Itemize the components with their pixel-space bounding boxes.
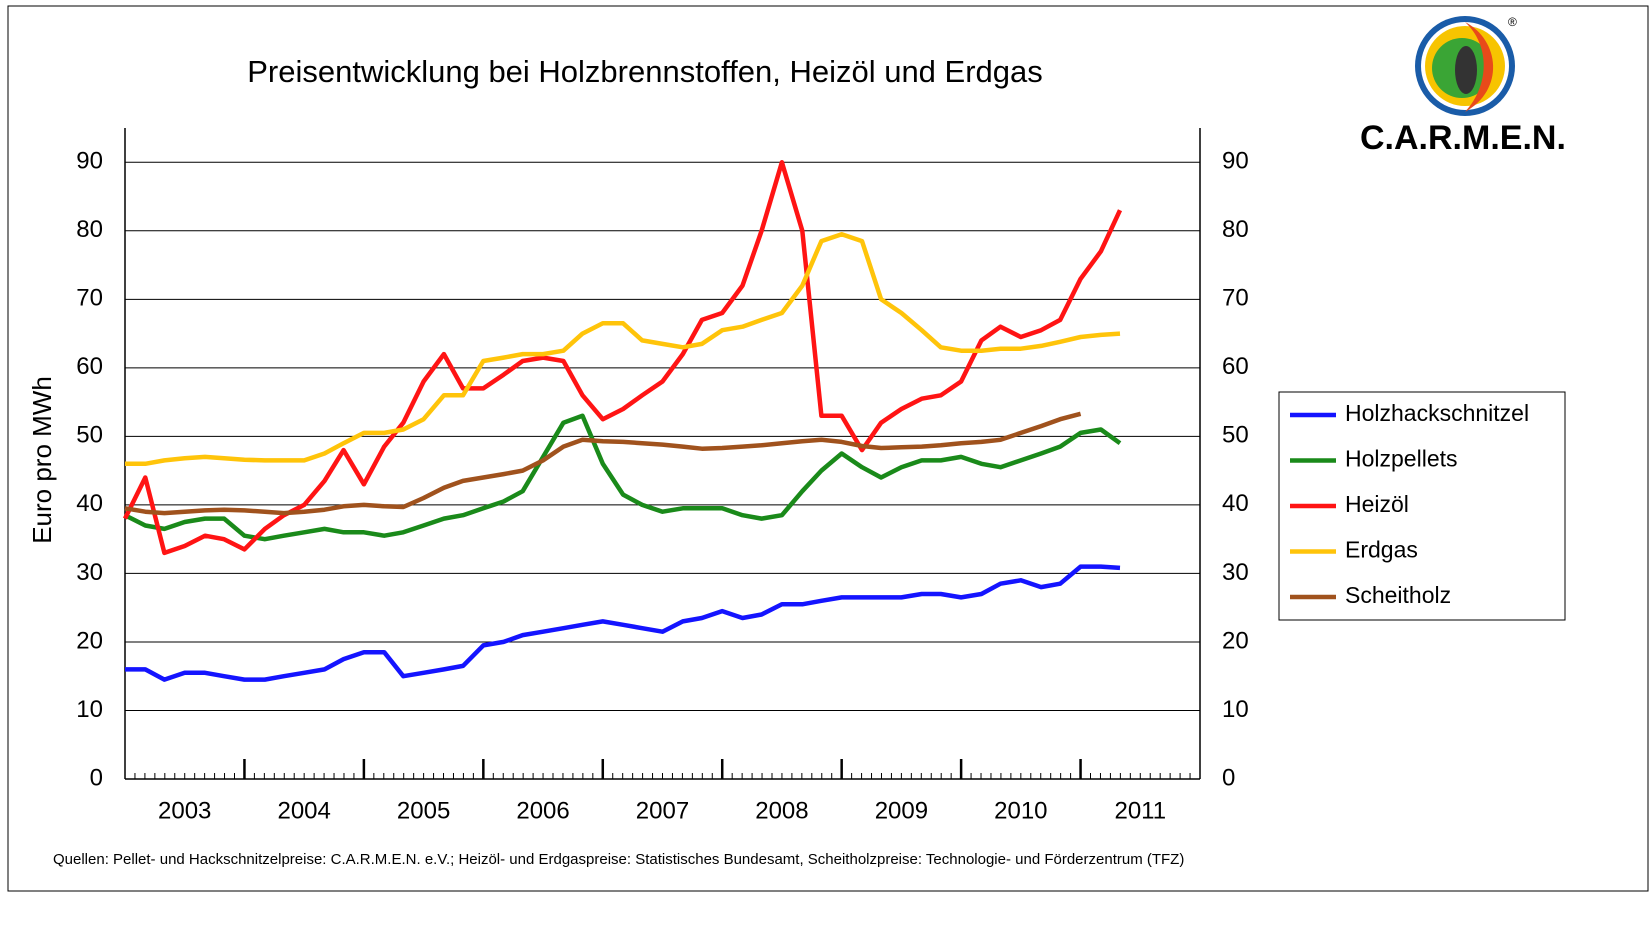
y-axis-label: Euro pro MWh: [27, 376, 57, 544]
x-tick-label: 2006: [516, 797, 569, 824]
x-tick-label: 2004: [277, 797, 330, 824]
y-tick-label: 80: [76, 216, 103, 243]
legend-label: Erdgas: [1345, 537, 1418, 563]
y-tick-label: 60: [76, 353, 103, 380]
legend-label: Heizöl: [1345, 491, 1409, 517]
logo-flame: [1465, 22, 1494, 112]
y-tick-label: 70: [76, 285, 103, 312]
legend: Holzhackschnitzel Holzpellets Heizöl Erdgas…: [1278, 391, 1566, 621]
y2-tick-label: 80: [1222, 216, 1249, 243]
logo-text: C.A.R.M.E.N.: [1360, 119, 1566, 157]
data-line: [124, 411, 1082, 516]
x-tick-label: 2007: [636, 797, 689, 824]
data-line: [123, 413, 1122, 542]
y-tick-label: 0: [90, 764, 103, 791]
y-tick-label: 20: [76, 627, 103, 654]
y-tick-label: 50: [76, 422, 103, 449]
y2-tick-label: 60: [1222, 353, 1249, 380]
data-line: [125, 564, 1121, 682]
y2-tick-label: 30: [1222, 559, 1249, 586]
source-note: Quellen: Pellet- und Hackschnitzelpreise…: [53, 851, 1184, 868]
logo: C.A.R.M.E.N. ®: [1360, 15, 1566, 157]
y2-tick-label: 70: [1222, 285, 1249, 312]
x-tick-label: 2003: [158, 797, 211, 824]
legend-label: Holzhackschnitzel: [1345, 400, 1529, 426]
y-tick-label: 10: [76, 696, 103, 723]
y2-tick-label: 40: [1222, 490, 1249, 517]
x-tick-label: 2008: [755, 797, 808, 824]
y2-tick-label: 0: [1222, 764, 1235, 791]
legend-label: Holzpellets: [1345, 446, 1458, 472]
legend-label: Scheitholz: [1345, 582, 1451, 608]
y-tick-label: 40: [76, 490, 103, 517]
chart-title: Preisentwicklung bei Holzbrennstoffen, H…: [247, 54, 1043, 89]
x-tick-label: 2005: [397, 797, 450, 824]
y2-tick-label: 20: [1222, 627, 1249, 654]
logo-mark: ®: [1508, 15, 1517, 29]
logo-core: [1455, 46, 1477, 94]
x-tick-label: 2009: [875, 797, 928, 824]
y2-tick-label: 50: [1222, 422, 1249, 449]
x-tick-label: 2011: [1114, 797, 1166, 824]
data-line: [125, 231, 1121, 467]
y2-tick-label: 90: [1222, 148, 1249, 175]
x-tick-label: 2010: [994, 797, 1047, 824]
y2-tick-label: 10: [1222, 696, 1249, 723]
y-tick-label: 30: [76, 559, 103, 586]
y-tick-label: 90: [76, 148, 103, 175]
